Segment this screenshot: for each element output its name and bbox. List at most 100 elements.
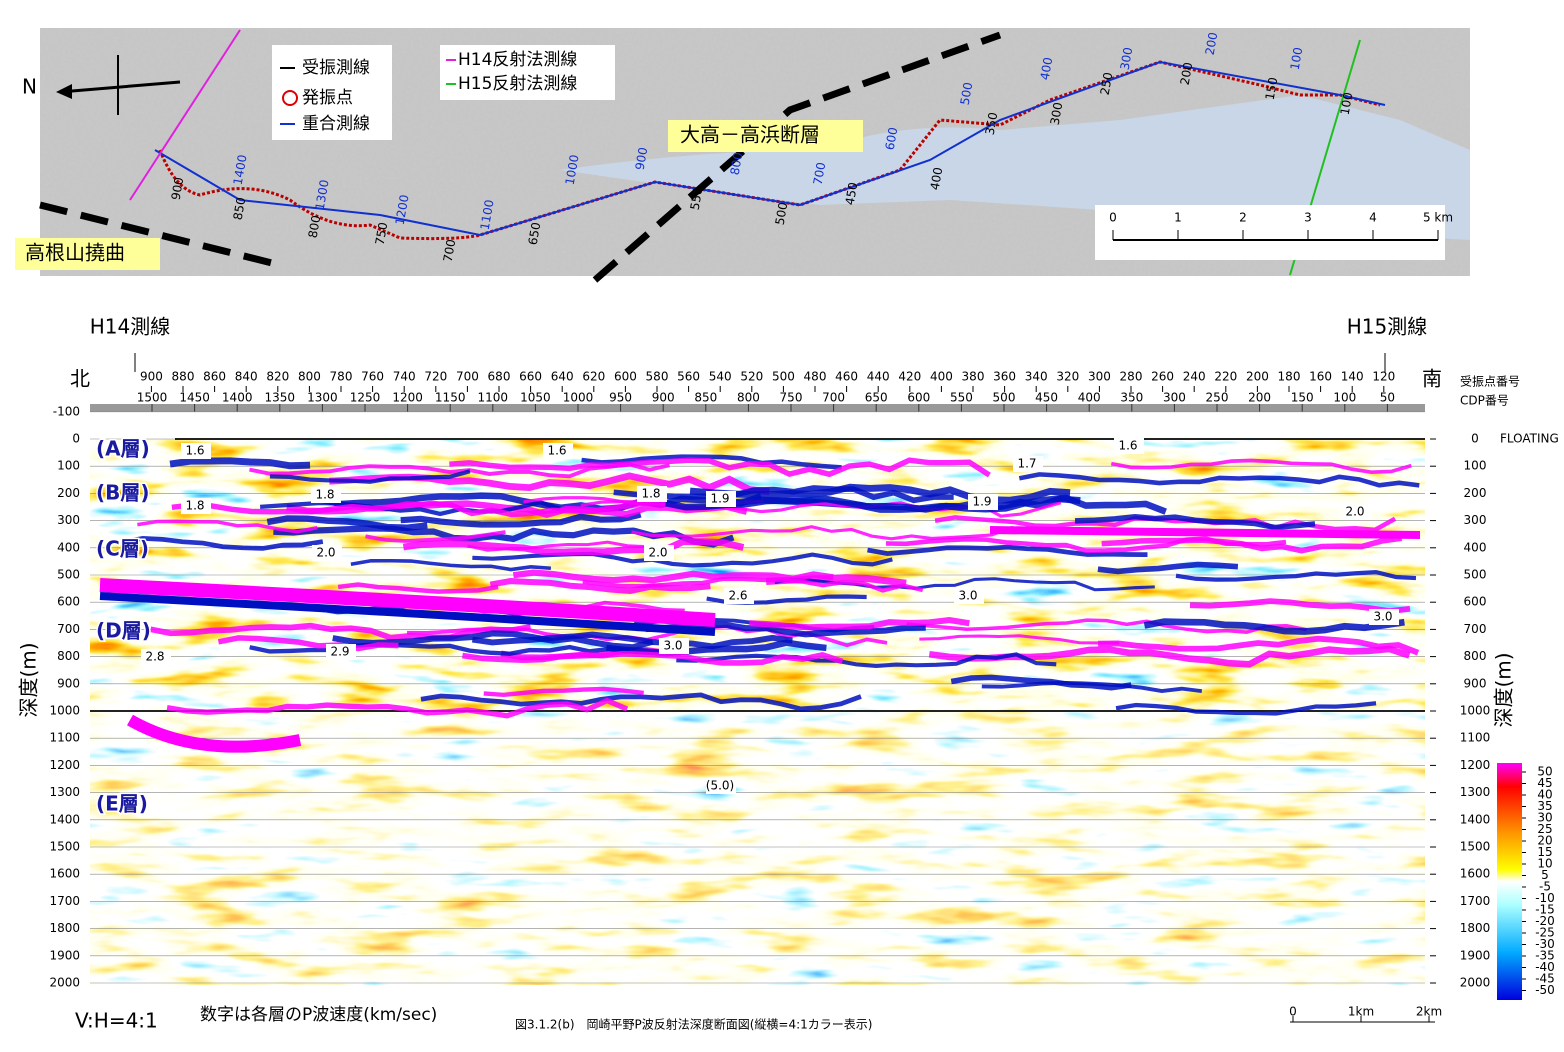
scale-label: 1: [1174, 211, 1182, 225]
shot-tick-label: 180: [1278, 370, 1301, 384]
colorbar-tick-label: 45: [1537, 776, 1552, 790]
cdp-ruler: [90, 404, 1425, 412]
cdp-tick-label: 400: [1078, 391, 1101, 405]
velocity-bg: [954, 588, 984, 604]
reflector: [137, 519, 318, 534]
shot-point-label: 400: [928, 166, 946, 191]
cdp-tick-label: 150: [1291, 391, 1314, 405]
reflector: [1115, 701, 1377, 716]
layer-label: (E層): [96, 792, 148, 816]
reflector: [483, 686, 644, 698]
shot-tick-label: 820: [266, 370, 289, 384]
shot-tick-label: 560: [677, 370, 700, 384]
reflector: [127, 714, 302, 753]
shot-point-label: 550: [688, 186, 706, 211]
depth-tick-label: 700: [1464, 622, 1487, 636]
depth-tick-label: 1500: [49, 840, 80, 854]
velocity-bg: [706, 778, 736, 794]
depth-tick-label: 1300: [1460, 785, 1491, 799]
shot-point-label: 800: [306, 214, 324, 239]
shot-tick-label: 740: [393, 370, 416, 384]
reflector: [99, 578, 716, 627]
reflector: [581, 454, 842, 470]
cdp-label: 700: [811, 161, 829, 186]
reflector: [249, 462, 670, 479]
reflector: [1189, 598, 1411, 615]
velocity-bg: [968, 494, 998, 510]
colorbar: [1497, 763, 1522, 1000]
cdp-tick-label: 650: [865, 391, 888, 405]
h14-line: [129, 29, 241, 201]
shot-point-label: 250: [1098, 71, 1116, 96]
shot-point-label: 850: [231, 196, 249, 221]
shot-tick-label: 900: [140, 370, 163, 384]
depth-tick-label: 800: [1464, 649, 1487, 663]
cdp-tick-label: 1200: [392, 391, 423, 405]
velocity-bg: [1114, 438, 1144, 454]
colorbar-tick-label: 35: [1537, 799, 1552, 813]
shot-tick-label: 760: [361, 370, 384, 384]
north-arrow: [59, 80, 181, 94]
cdp-tick-label: 950: [609, 391, 632, 405]
cdp-tick-label: 100: [1333, 391, 1356, 405]
depth-tick-label: 1300: [49, 785, 80, 799]
depth-tick-label: 800: [57, 649, 80, 663]
cdp-label: 100: [1288, 46, 1306, 71]
reflector: [1110, 458, 1412, 475]
scale-label: 0: [1109, 211, 1117, 225]
cdp-tick-label: 900: [652, 391, 675, 405]
reflector: [350, 558, 552, 572]
velocity-label: 1.9: [972, 495, 991, 509]
axis-name: 受振点番号: [1460, 375, 1520, 389]
layer-label: (B層): [96, 481, 150, 505]
cdp-tick-label: 1100: [478, 391, 509, 405]
cdp-label: 1300: [313, 179, 332, 212]
depth-tick-label: 600: [57, 595, 80, 609]
velocity-bg: [312, 545, 342, 561]
shot-tick-label: 640: [551, 370, 574, 384]
reflector: [122, 536, 324, 551]
reflector: [259, 499, 561, 517]
shot-tick-label: 780: [330, 370, 353, 384]
colorbar-tick-label: -50: [1535, 983, 1555, 997]
shot-tick-label: 620: [582, 370, 605, 384]
depth-tick-label: 100: [1464, 459, 1487, 473]
shot-tick-label: 700: [456, 370, 479, 384]
depth-tick-label: 2000: [49, 976, 80, 990]
colorbar-tick-label: 50: [1537, 765, 1552, 779]
colorbar-tick-label: -20: [1535, 914, 1555, 928]
reflector: [906, 618, 1308, 634]
north-label: N: [22, 75, 37, 99]
reflector: [449, 457, 991, 478]
depth-tick-label: 0: [1471, 432, 1479, 446]
reflector: [689, 483, 1071, 504]
depth-tick-label: 1100: [49, 731, 80, 745]
velocity-label: 1.9: [710, 492, 729, 506]
shot-tick-label: 880: [172, 370, 195, 384]
line-label: H14測線: [90, 315, 171, 339]
velocity-label: 1.6: [547, 444, 566, 458]
shot-tick-label: 140: [1341, 370, 1364, 384]
scale-label: 2: [1239, 211, 1247, 225]
depth-tick-label: -100: [53, 404, 80, 418]
depth-tick-label: 1600: [49, 867, 80, 881]
reflector: [1097, 561, 1239, 575]
depth-tick-label: 1800: [1460, 921, 1491, 935]
colorbar-tick-label: -35: [1535, 949, 1555, 963]
reflector: [606, 639, 827, 657]
cdp-tick-label: 1300: [307, 391, 338, 405]
shot-tick-label: 840: [235, 370, 258, 384]
velocity-bg: [326, 644, 356, 660]
depth-tick-label: 1600: [1460, 867, 1491, 881]
shot-tick-label: 220: [1214, 370, 1237, 384]
colorbar-tick-label: -40: [1535, 960, 1555, 974]
shot-tick-label: 280: [1120, 370, 1143, 384]
reflector: [1101, 535, 1403, 554]
colorbar-tick-label: -15: [1535, 903, 1555, 917]
velocity-label: 2.8: [145, 650, 164, 664]
cdp-tick-label: 1150: [435, 391, 466, 405]
shot-tick-label: 580: [646, 370, 669, 384]
shot-tick-label: 680: [488, 370, 511, 384]
scale-label: 4: [1369, 211, 1377, 225]
